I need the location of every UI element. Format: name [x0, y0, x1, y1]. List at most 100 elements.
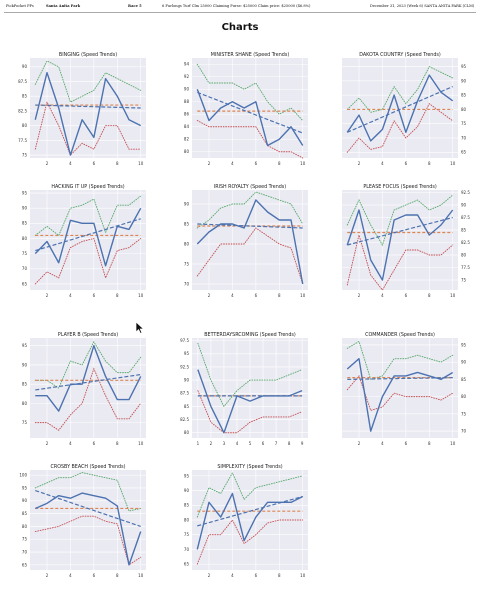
x-tick-label: 2: [208, 161, 211, 166]
upper-band-line: [196, 191, 304, 229]
x-tick-label: 4: [69, 293, 72, 298]
speed-line: [346, 209, 454, 281]
x-tick-label: 7: [275, 441, 278, 446]
y-tick-label: 77.5: [18, 138, 27, 143]
y-tick-label: 97.5: [180, 338, 189, 343]
x-tick-label: 2: [46, 441, 49, 446]
speed-trend-chart: BETTERDAYSRCOMING (Speed Trends)8082.585…: [180, 332, 308, 446]
y-tick-label: 75: [184, 261, 190, 266]
x-tick-label: 3: [223, 441, 226, 446]
y-tick-label: 80: [184, 149, 190, 154]
y-tick-label: 90: [461, 360, 467, 365]
chart-title: MINISTER SHANE (Speed Trends): [211, 52, 290, 58]
y-tick-label: 80: [461, 252, 467, 257]
x-tick-label: 10: [138, 573, 144, 578]
plot-area: [30, 190, 146, 290]
speed-trend-chart: PLAYER B (Speed Trends) 75 80 85 90 95 2 4 6 8 10: [22, 332, 146, 446]
y-tick-label: 85: [184, 503, 190, 508]
speed-line: [196, 492, 304, 550]
trend-line: [347, 86, 453, 133]
y-tick-label: 82.5: [461, 240, 470, 245]
y-tick-label: 65: [22, 281, 28, 286]
trend-line: [197, 91, 303, 134]
speed-trend-chart: COMMANDER (Speed Trends) 70 75 80 85 90 95 2 4 6 8…: [342, 332, 467, 446]
lower-band-line: [34, 367, 142, 431]
x-tick-label: 8: [278, 293, 281, 298]
x-tick-label: 2: [358, 293, 361, 298]
lower-band-line: [34, 515, 142, 566]
header-source: PickPocket PPs: [6, 4, 34, 8]
x-tick-label: 6: [255, 573, 258, 578]
x-tick-label: 6: [255, 161, 258, 166]
speed-line: [196, 199, 304, 285]
x-tick-label: 2: [208, 293, 211, 298]
x-tick-label: 9: [301, 441, 304, 446]
y-tick-label: 85: [22, 221, 28, 226]
y-tick-label: 80: [184, 430, 190, 435]
y-tick-label: 90: [22, 206, 28, 211]
y-tick-label: 95: [184, 351, 190, 356]
x-tick-label: 2: [208, 573, 211, 578]
speed-trend-chart: MINISTER SHANE (Speed Trends)80828486889…: [184, 52, 308, 166]
chart-title: HACKING IT UP (Speed Trends): [51, 184, 124, 190]
y-tick-label: 85: [22, 94, 28, 99]
x-tick-label: 8: [278, 161, 281, 166]
plot-area: [342, 338, 458, 438]
y-tick-label: 65: [184, 562, 190, 567]
x-tick-label: 10: [450, 293, 456, 298]
x-tick-label: 10: [138, 161, 144, 166]
x-tick-label: 4: [231, 573, 234, 578]
y-tick-label: 80: [22, 524, 28, 529]
y-tick-label: 87.5: [18, 79, 27, 84]
y-tick-label: 90: [461, 202, 467, 207]
y-tick-label: 87.5: [461, 215, 470, 220]
upper-band-line: [196, 471, 304, 518]
y-tick-label: 90: [184, 201, 190, 206]
x-tick-label: 4: [69, 161, 72, 166]
x-tick-label: 4: [381, 441, 384, 446]
y-tick-label: 80: [461, 394, 467, 399]
upper-band-line: [197, 342, 303, 408]
x-tick-label: 10: [300, 293, 306, 298]
x-tick-label: 4: [231, 161, 234, 166]
trend-line: [35, 218, 141, 252]
header-track: Santa Anita Park: [46, 4, 81, 8]
speed-trend-chart: PLEASE FOCUS (Speed Trends) 75 77.5 80 82.5 8…: [342, 184, 470, 298]
y-tick-label: 75: [22, 420, 28, 425]
x-tick-label: 6: [93, 573, 96, 578]
y-tick-label: 80: [22, 401, 28, 406]
speed-line: [34, 492, 142, 566]
header-date: December 31, 2023 (Week 6) SANTA ANITA P…: [370, 4, 475, 8]
x-tick-label: 4: [69, 573, 72, 578]
y-tick-label: 92.5: [461, 190, 470, 195]
lower-band-line: [346, 233, 454, 291]
upper-band-line: [346, 65, 454, 113]
y-tick-label: 84: [184, 124, 190, 129]
x-tick-label: 10: [300, 573, 306, 578]
y-tick-label: 88: [184, 99, 190, 104]
y-tick-label: 85: [461, 227, 467, 232]
chart-title: BINGING (Speed Trends): [59, 52, 117, 58]
y-tick-label: 87.5: [180, 391, 189, 396]
report-header: PickPocket PPs Santa Anita Park Race 5 6…: [0, 0, 480, 14]
y-tick-label: 85: [184, 404, 190, 409]
chart-title: PLEASE FOCUS (Speed Trends): [363, 184, 437, 190]
plot-area: [342, 190, 458, 290]
x-tick-label: 6: [93, 161, 96, 166]
y-tick-label: 70: [184, 281, 190, 286]
speed-line: [35, 344, 142, 412]
x-tick-label: 10: [300, 161, 306, 166]
x-tick-label: 2: [46, 573, 49, 578]
speed-line: [34, 72, 142, 156]
y-tick-label: 75: [461, 277, 467, 282]
upper-band-line: [34, 195, 142, 237]
x-tick-label: 8: [428, 161, 431, 166]
lower-band-line: [346, 103, 454, 153]
lower-band-line: [34, 237, 142, 285]
y-tick-label: 82.5: [180, 417, 189, 422]
y-tick-label: 85: [22, 382, 28, 387]
y-tick-label: 75: [461, 411, 467, 416]
x-tick-label: 6: [93, 441, 96, 446]
page-title: Charts: [221, 22, 259, 33]
x-tick-label: 10: [138, 441, 144, 446]
